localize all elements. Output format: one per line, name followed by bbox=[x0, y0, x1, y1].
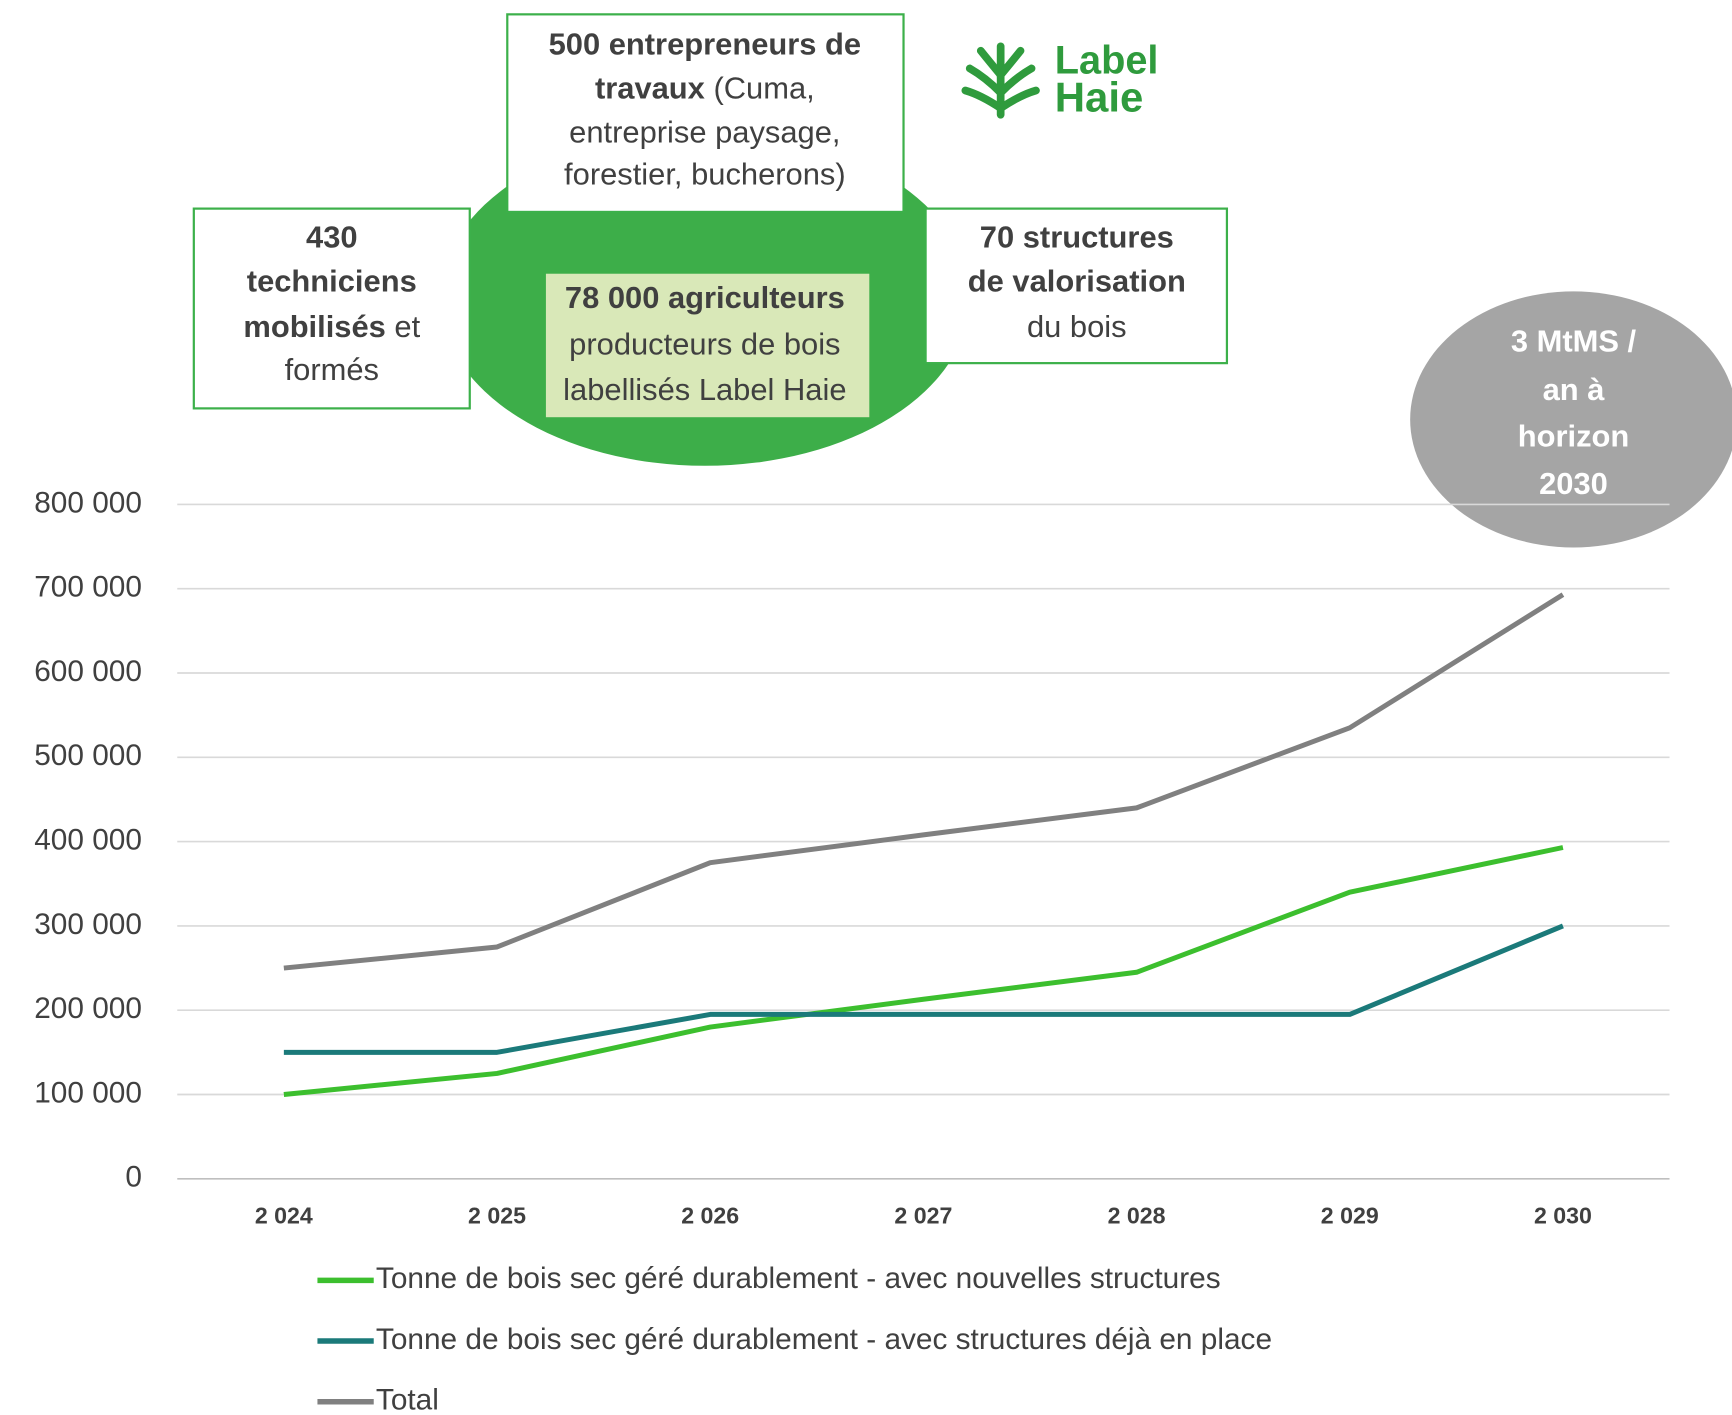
x-tick-label: 2 028 bbox=[1108, 1203, 1166, 1229]
text-run: 78 000 agriculteurs bbox=[565, 280, 845, 315]
bubble-text: 3 MtMS / bbox=[1511, 323, 1637, 358]
y-tick-label: 300 000 bbox=[34, 908, 142, 941]
bubble-text: horizon bbox=[1518, 418, 1630, 453]
y-tick-label: 700 000 bbox=[34, 571, 142, 604]
text-run: et bbox=[386, 309, 421, 344]
box bbox=[192, 207, 471, 410]
y-tick-label: 800 000 bbox=[34, 486, 142, 519]
series-line bbox=[283, 845, 1564, 1097]
legend-label: Total bbox=[376, 1384, 439, 1415]
box-text: du bois bbox=[1027, 309, 1127, 344]
box bbox=[924, 207, 1229, 365]
box-text: 430 bbox=[306, 220, 358, 255]
text-run: labellisés Label Haie bbox=[563, 372, 846, 407]
text-run: entreprise paysage, bbox=[569, 115, 840, 150]
y-tick-label: 400 000 bbox=[34, 823, 142, 856]
y-tick-label: 100 000 bbox=[34, 1076, 142, 1109]
text-run: 70 structures bbox=[980, 220, 1174, 255]
x-tick-label: 2 027 bbox=[894, 1203, 952, 1229]
bubble-text: an à bbox=[1543, 372, 1606, 407]
legend-label: Tonne de bois sec géré durablement - ave… bbox=[376, 1323, 1272, 1356]
box-text: labellisés Label Haie bbox=[563, 372, 846, 407]
text-run: de valorisation bbox=[968, 264, 1186, 299]
series-line bbox=[283, 923, 1564, 1055]
legend-label: Tonne de bois sec géré durablement - ave… bbox=[376, 1262, 1221, 1295]
box-text: travaux (Cuma, bbox=[595, 71, 815, 106]
text-run: formés bbox=[285, 352, 379, 387]
box-text: 70 structures bbox=[980, 220, 1174, 255]
bubble-text: 2030 bbox=[1539, 466, 1608, 501]
box-text: 78 000 agriculteurs bbox=[565, 280, 845, 315]
text-run: techniciens bbox=[247, 264, 417, 299]
box-text: formés bbox=[285, 352, 379, 387]
box-text: de valorisation bbox=[968, 264, 1186, 299]
logo-text: Haie bbox=[1055, 74, 1144, 121]
text-run: forestier, bucherons) bbox=[564, 157, 846, 192]
box-text: techniciens bbox=[247, 264, 417, 299]
text-run: (Cuma, bbox=[705, 71, 815, 106]
logo-icon bbox=[961, 42, 1040, 119]
box-text: forestier, bucherons) bbox=[564, 157, 846, 192]
text-run: 430 bbox=[306, 220, 358, 255]
highlight bbox=[545, 273, 870, 418]
box-text: 500 entrepreneurs de bbox=[549, 27, 861, 62]
box-text: entreprise paysage, bbox=[569, 115, 840, 150]
box-text: producteurs de bois bbox=[569, 327, 840, 362]
box bbox=[506, 13, 905, 214]
text-run: 500 entrepreneurs de bbox=[549, 27, 861, 62]
x-tick-label: 2 029 bbox=[1321, 1203, 1379, 1229]
x-tick-label: 2 030 bbox=[1534, 1203, 1592, 1229]
x-tick-label: 2 025 bbox=[468, 1203, 526, 1229]
series-line bbox=[283, 592, 1565, 971]
text-run: mobilisés bbox=[243, 309, 386, 344]
y-tick-label: 600 000 bbox=[34, 655, 142, 688]
target-bubble bbox=[1410, 291, 1732, 548]
x-tick-label: 2 026 bbox=[681, 1203, 739, 1229]
x-tick-label: 2 024 bbox=[255, 1203, 313, 1229]
text-run: travaux bbox=[595, 71, 705, 106]
logo-text: Label bbox=[1055, 38, 1159, 82]
text-run: producteurs de bois bbox=[569, 327, 840, 362]
text-run: du bois bbox=[1027, 309, 1127, 344]
y-tick-label: 500 000 bbox=[34, 739, 142, 772]
y-tick-label: 0 bbox=[125, 1161, 142, 1194]
box-text: mobilisés et bbox=[243, 309, 420, 344]
y-tick-label: 200 000 bbox=[34, 992, 142, 1025]
